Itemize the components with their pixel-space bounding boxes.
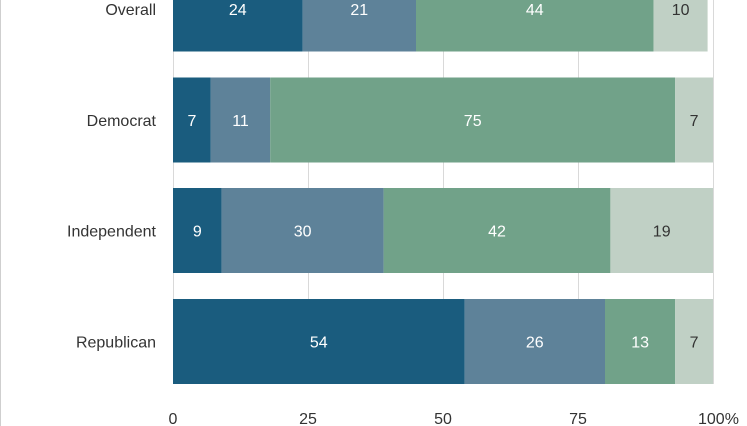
x-tick-label-0: 0: [169, 411, 178, 426]
x-tick-label-25: 25: [299, 411, 317, 426]
data-label-independent-segment-2: 30: [294, 224, 312, 241]
data-label-independent-segment-1: 9: [193, 224, 202, 241]
data-label-republican-segment-4: 7: [690, 335, 699, 352]
bar-independent-segment-4: [610, 188, 713, 273]
bar-republican-segment-3: [605, 299, 676, 384]
x-tick-label-75: 75: [569, 411, 587, 426]
bars: [173, 0, 713, 384]
bar-democrat-segment-1: [173, 77, 211, 163]
bar-independent-segment-1: [173, 188, 222, 273]
bar-overall-segment-3: [416, 0, 654, 52]
category-labels: Overall Democrat Independent Republican: [67, 2, 157, 352]
bar-republican-segment-4: [675, 299, 713, 384]
bar-republican-segment-1: [173, 299, 465, 384]
bar-overall-segment-2: [302, 0, 416, 52]
data-labels: 24 21 44 10 7 11 75 7 9 30 42 19 54 26 13 7: [187, 2, 698, 352]
data-label-democrat-segment-3: 75: [464, 113, 482, 130]
data-label-republican-segment-1: 54: [310, 335, 328, 352]
bar-democrat-segment-3: [270, 77, 676, 163]
data-label-democrat-segment-4: 7: [690, 113, 699, 130]
data-label-democrat-segment-1: 7: [187, 113, 196, 130]
bar-independent-segment-3: [383, 188, 611, 273]
data-label-republican-segment-2: 26: [526, 335, 544, 352]
data-label-overall-segment-3: 44: [526, 2, 544, 19]
category-label-overall: Overall: [105, 2, 156, 19]
bar-republican-segment-2: [464, 299, 605, 384]
bar-overall-segment-4: [653, 0, 708, 52]
category-label-democrat: Democrat: [87, 113, 157, 130]
bar-independent-segment-2: [221, 188, 384, 273]
data-label-independent-segment-4: 19: [653, 224, 671, 241]
data-label-overall-segment-2: 21: [350, 2, 368, 19]
x-tick-label-50: 50: [434, 411, 452, 426]
data-label-overall-segment-4: 10: [672, 2, 690, 19]
bar-democrat-segment-4: [675, 77, 713, 163]
category-label-republican: Republican: [76, 335, 156, 352]
data-label-republican-segment-3: 13: [631, 335, 649, 352]
data-label-independent-segment-3: 42: [488, 224, 506, 241]
x-axis-ticks: 0 25 50 75 100%: [169, 411, 739, 426]
category-label-independent: Independent: [67, 224, 157, 241]
data-label-overall-segment-1: 24: [229, 2, 247, 19]
bar-overall-segment-1: [173, 0, 303, 52]
bar-democrat-segment-2: [210, 77, 271, 163]
data-label-democrat-segment-2: 11: [232, 113, 249, 130]
x-tick-label-100: 100%: [698, 411, 739, 426]
